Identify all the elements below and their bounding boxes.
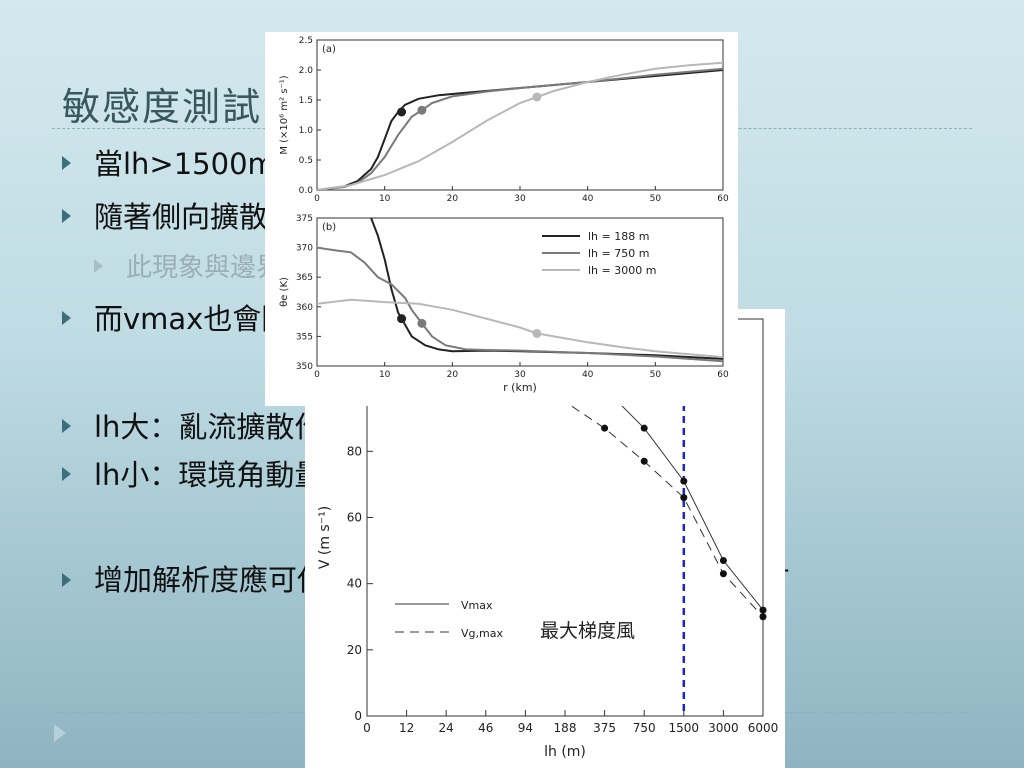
- x-tick-label: 24: [439, 721, 454, 735]
- y-tick-label: 20: [347, 643, 362, 657]
- y-tick-label: 2.0: [299, 66, 314, 76]
- series-point: [680, 477, 688, 485]
- series-point: [759, 613, 767, 621]
- x-tick-label: 40: [582, 370, 594, 380]
- x-tick-label: 30: [514, 194, 526, 204]
- legend-entry: lh = 750 m: [588, 247, 649, 260]
- series-point: [719, 570, 727, 578]
- x-tick-label: 0: [314, 370, 320, 380]
- series-marker: [397, 314, 407, 324]
- series-marker: [532, 92, 542, 102]
- x-tick-label: 20: [447, 370, 459, 380]
- x-tick-label: 1500: [669, 721, 700, 735]
- legend-entry: Vmax: [461, 599, 493, 612]
- x-tick-label: 188: [554, 721, 577, 735]
- y-tick-label: 0.5: [299, 156, 313, 166]
- y-axis-label: θe (K): [279, 277, 290, 307]
- y-tick-label: 365: [296, 273, 313, 283]
- series-marker: [397, 107, 407, 117]
- x-tick-label: 40: [582, 194, 594, 204]
- profile-figure: 0 10 20 30 40 50 60 0.0 0.5 1.0 1.5 2.0 2.5 (a) M (×10…: [265, 32, 738, 406]
- y-axis-label: V (m s⁻¹): [317, 506, 333, 569]
- x-tick-label: 20: [447, 194, 459, 204]
- y-tick-label: 355: [296, 332, 313, 342]
- x-tick-label: 94: [518, 721, 533, 735]
- y-tick-label: 1.0: [299, 126, 314, 136]
- series-line: [317, 298, 723, 359]
- x-tick-label: 12: [399, 721, 414, 735]
- y-tick-label: 360: [296, 303, 313, 313]
- x-tick-label: 0: [363, 721, 371, 735]
- series-marker: [417, 318, 427, 328]
- x-tick-label: 30: [514, 370, 526, 380]
- x-tick-label: 375: [593, 721, 616, 735]
- legend-entry: lh = 3000 m: [588, 264, 656, 277]
- series-point: [719, 557, 727, 565]
- x-tick-label: 3000: [708, 721, 739, 735]
- y-tick-label: 80: [347, 444, 362, 458]
- x-tick-label: 50: [650, 370, 662, 380]
- series-point: [640, 457, 648, 465]
- y-axis-label: M (×10⁶ m² s⁻¹): [279, 75, 290, 154]
- series-marker: [417, 105, 427, 115]
- series-point: [640, 424, 648, 432]
- y-tick-label: 1.5: [299, 96, 313, 106]
- legend-entry: Vg,max: [461, 627, 503, 640]
- y-tick-label: 2.5: [299, 36, 313, 46]
- x-tick-label: 46: [478, 721, 493, 735]
- series-line: [317, 61, 723, 190]
- y-tick-label: 370: [296, 244, 313, 254]
- x-tick-label: 50: [650, 194, 662, 204]
- y-tick-label: 0: [354, 709, 362, 723]
- y-tick-label: 375: [296, 214, 313, 224]
- x-tick-label: 60: [717, 370, 729, 380]
- panel-label: (a): [322, 44, 336, 55]
- x-axis-label: lh (m): [544, 744, 586, 760]
- series-point: [601, 424, 609, 432]
- y-tick-label: 350: [296, 362, 313, 372]
- legend-note: 最大梯度風: [540, 620, 635, 642]
- x-tick-label: 10: [379, 370, 391, 380]
- series-point: [759, 606, 767, 614]
- figure-background: [265, 32, 738, 406]
- x-axis-label: r (km): [503, 381, 537, 394]
- x-tick-label: 60: [717, 194, 729, 204]
- y-tick-label: 0.0: [299, 186, 314, 196]
- series-point: [680, 494, 688, 502]
- y-tick-label: 60: [347, 511, 362, 525]
- x-tick-label: 6000: [748, 721, 779, 735]
- legend-entry: lh = 188 m: [588, 230, 649, 243]
- x-tick-label: 750: [633, 721, 656, 735]
- series-marker: [532, 328, 542, 338]
- next-slide-arrow-icon[interactable]: [54, 724, 66, 742]
- x-tick-label: 10: [379, 194, 391, 204]
- y-tick-label: 40: [347, 577, 362, 591]
- x-tick-label: 0: [314, 194, 320, 204]
- panel-label: (b): [322, 222, 336, 233]
